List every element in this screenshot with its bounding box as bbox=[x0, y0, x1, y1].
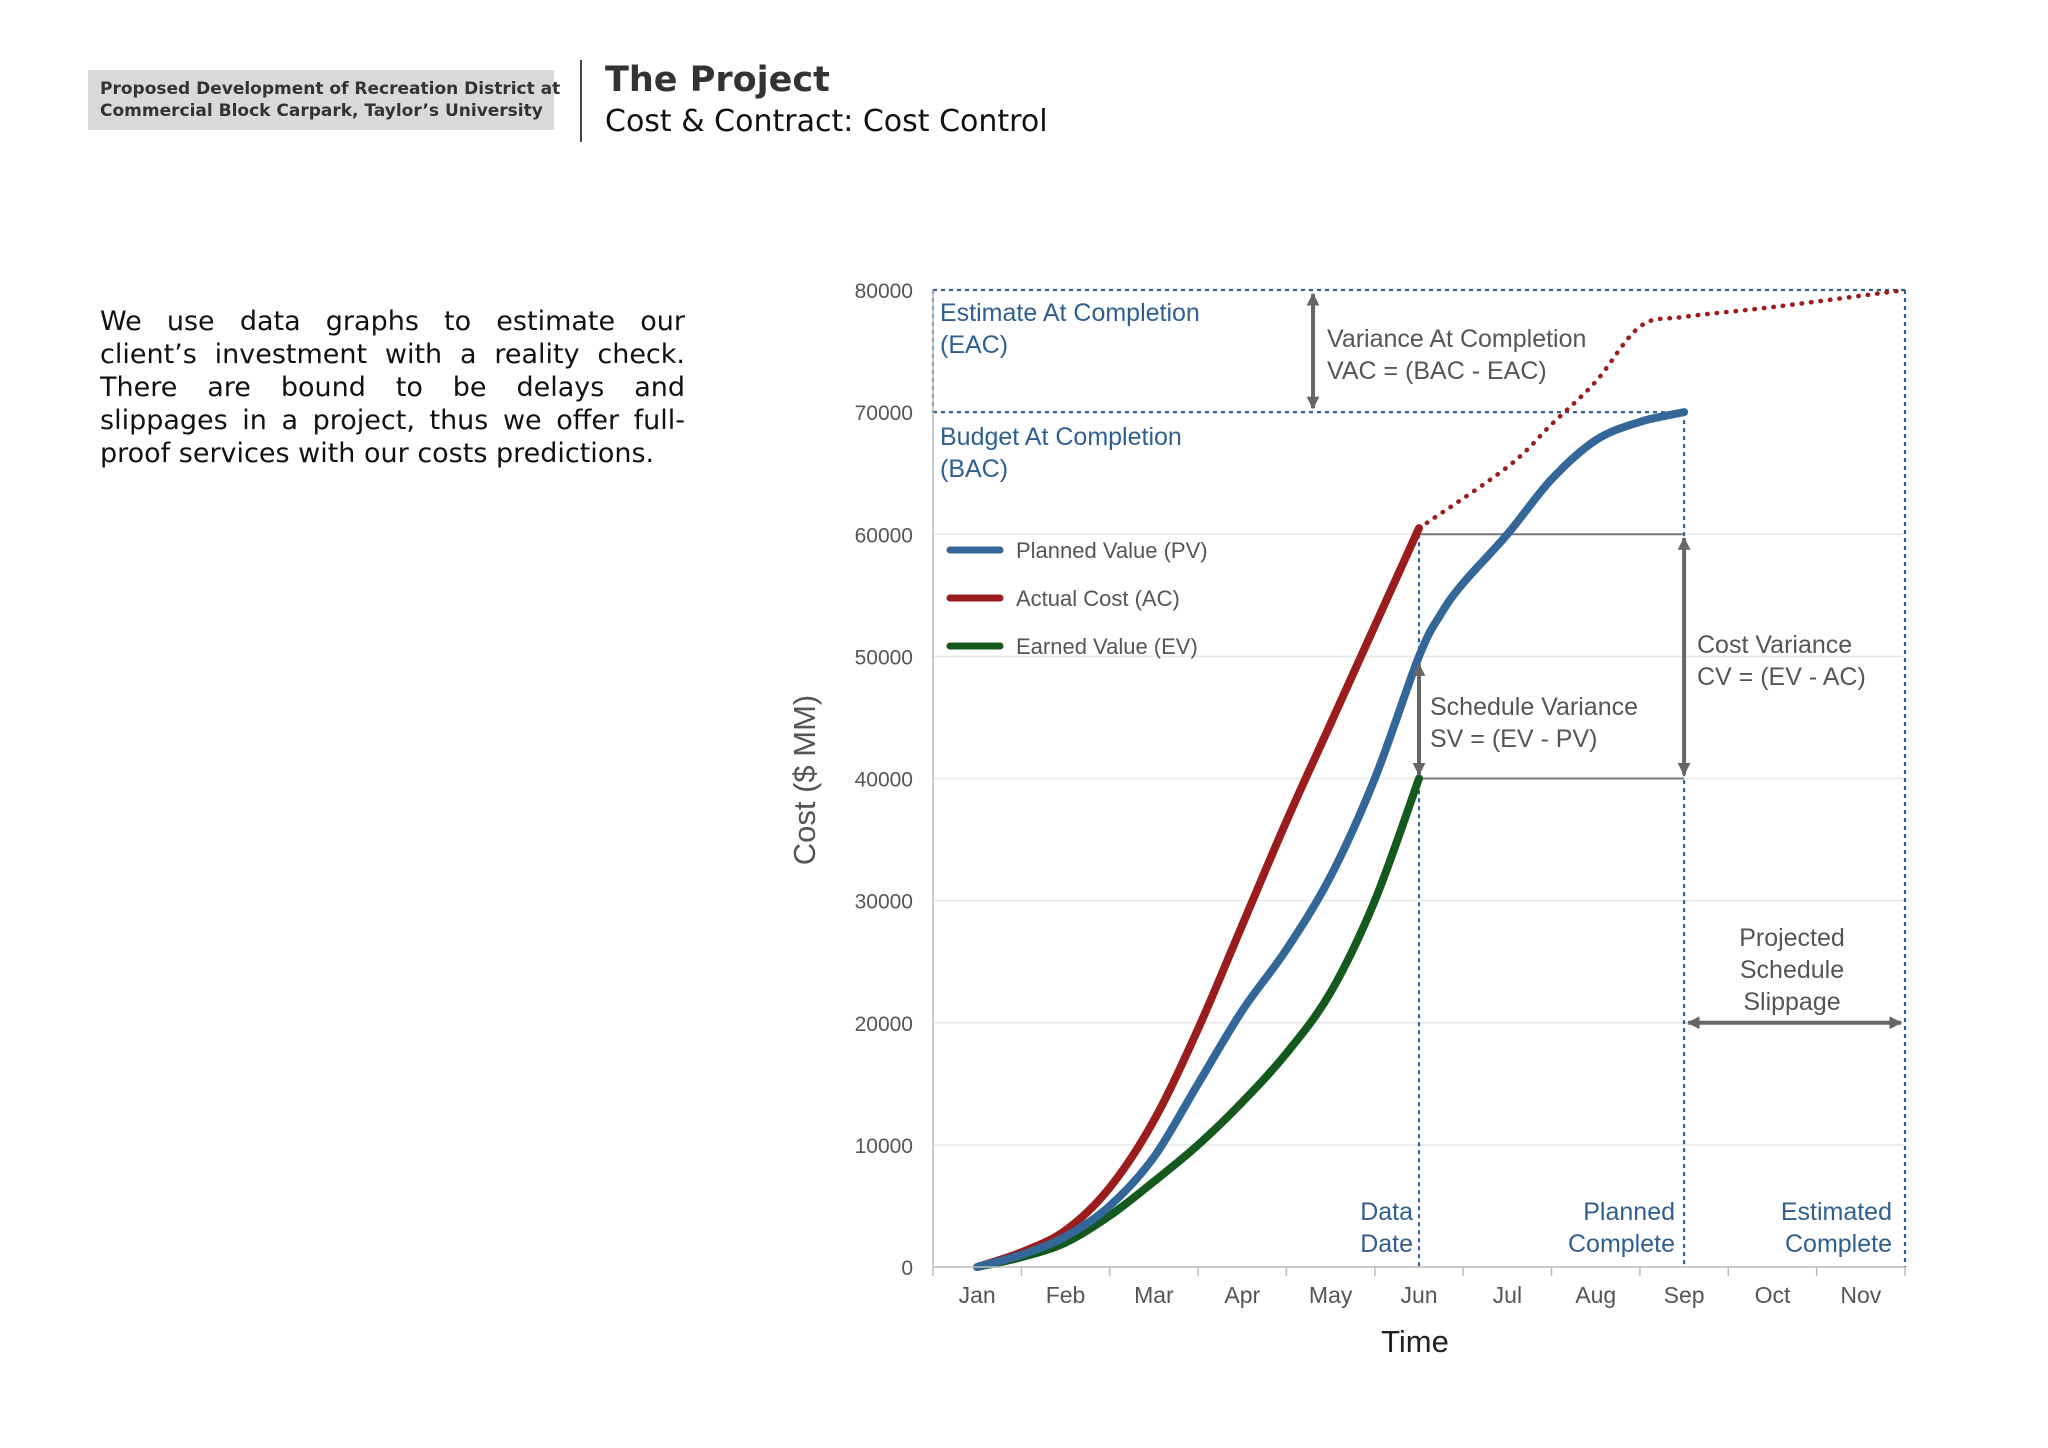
page-title: The Project bbox=[605, 60, 830, 100]
estimated-complete-label-line-2: Complete bbox=[1785, 1230, 1892, 1258]
y-axis-label: Cost ($ MM) bbox=[787, 695, 822, 866]
y-tick-label-70000: 70000 bbox=[855, 402, 913, 425]
planned-complete-label-line-1: Planned bbox=[1583, 1198, 1675, 1226]
x-axis-label: Time bbox=[1381, 1324, 1449, 1359]
series-line-eac_projection bbox=[1416, 287, 1908, 531]
y-tick-label-50000: 50000 bbox=[855, 646, 913, 669]
vac-label-line-1: Variance At Completion bbox=[1327, 325, 1586, 353]
x-tick-label-aug: Aug bbox=[1575, 1282, 1616, 1308]
slippage-label-line-1: Projected bbox=[1739, 924, 1845, 952]
legend-label-ev: Earned Value (EV) bbox=[1016, 634, 1198, 659]
data-date-label-line-2: Date bbox=[1360, 1230, 1413, 1258]
y-tick-label-60000: 60000 bbox=[855, 524, 913, 547]
x-tick-label-nov: Nov bbox=[1840, 1282, 1881, 1308]
x-tick-label-feb: Feb bbox=[1046, 1282, 1086, 1308]
series-layer bbox=[973, 287, 1908, 1271]
x-tick-label-oct: Oct bbox=[1755, 1282, 1791, 1308]
y-tick-label-80000: 80000 bbox=[855, 280, 913, 303]
eac-label-line-2: (EAC) bbox=[940, 331, 1008, 359]
y-tick-label-10000: 10000 bbox=[855, 1135, 913, 1158]
legend-label-ac: Actual Cost (AC) bbox=[1016, 586, 1180, 611]
legend-label-pv: Planned Value (PV) bbox=[1016, 538, 1208, 563]
y-tick-label-20000: 20000 bbox=[855, 1013, 913, 1036]
series-line-ev bbox=[973, 774, 1423, 1271]
x-tick-label-may: May bbox=[1309, 1282, 1353, 1308]
page-subtitle: Cost & Contract: Cost Control bbox=[605, 104, 1048, 139]
vac-label-line-2: VAC = (BAC - EAC) bbox=[1327, 357, 1547, 385]
x-tick-label-apr: Apr bbox=[1224, 1282, 1260, 1308]
y-tick-label-0: 0 bbox=[901, 1257, 913, 1280]
legend: Planned Value (PV) Actual Cost (AC) Earned… bbox=[946, 538, 1208, 659]
estimated-complete-label-line-1: Estimated bbox=[1781, 1198, 1892, 1226]
arrows-layer bbox=[1306, 292, 1903, 1030]
series-line-pv bbox=[973, 408, 1689, 1271]
sv-label-line-1: Schedule Variance bbox=[1430, 693, 1638, 721]
planned-complete-label-line-2: Complete bbox=[1568, 1230, 1675, 1258]
slippage-label-line-2: Schedule bbox=[1740, 956, 1844, 984]
project-tag-line-2: Commercial Block Carpark, Taylor’s Unive… bbox=[100, 101, 543, 121]
y-tick-label-30000: 30000 bbox=[855, 891, 913, 914]
project-tag-line-1: Proposed Development of Recreation Distr… bbox=[100, 79, 561, 99]
x-tick-label-mar: Mar bbox=[1134, 1282, 1174, 1308]
bac-label-line-1: Budget At Completion bbox=[940, 423, 1182, 451]
axis-layer: 0 10000 20000 30000 40000 50000 60000 70000 8000… bbox=[855, 280, 1906, 1308]
x-tick-label-jul: Jul bbox=[1493, 1282, 1522, 1308]
slippage-label-line-3: Slippage bbox=[1743, 988, 1840, 1016]
x-tick-label-sep: Sep bbox=[1664, 1282, 1705, 1308]
body-paragraph: We use data graphs to estimate our clien… bbox=[100, 306, 685, 469]
eac-label-line-1: Estimate At Completion bbox=[940, 299, 1200, 327]
x-tick-label-jun: Jun bbox=[1400, 1282, 1437, 1308]
sv-label-line-2: SV = (EV - PV) bbox=[1430, 725, 1597, 753]
project-tag-box: Proposed Development of Recreation Distr… bbox=[88, 70, 561, 130]
series-line-ac bbox=[973, 524, 1423, 1271]
cv-label-line-2: CV = (EV - AC) bbox=[1697, 663, 1866, 691]
cv-label-line-1: Cost Variance bbox=[1697, 631, 1852, 659]
data-date-label-line-1: Data bbox=[1360, 1198, 1413, 1226]
bac-label-line-2: (BAC) bbox=[940, 455, 1008, 483]
header-divider bbox=[580, 60, 582, 142]
y-tick-label-40000: 40000 bbox=[855, 769, 913, 792]
x-tick-label-jan: Jan bbox=[959, 1282, 996, 1308]
